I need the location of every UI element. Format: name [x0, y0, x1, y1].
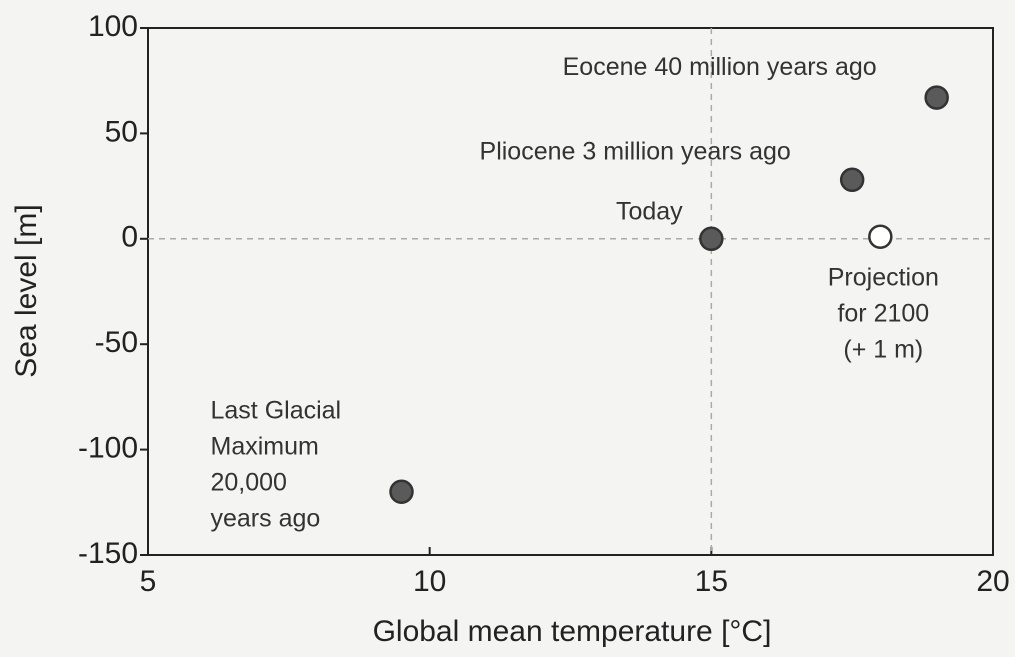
point	[924, 85, 949, 110]
annotation: years ago	[211, 504, 321, 532]
point	[699, 226, 724, 252]
annotation: Eocene 40 million years ago	[563, 53, 877, 81]
annotation: for 2100	[837, 299, 929, 327]
annotation: Pliocene 3 million years ago	[480, 137, 791, 165]
x-tick-label: 5	[140, 565, 157, 598]
point	[389, 479, 414, 505]
annotation: Last Glacial	[211, 396, 342, 424]
y-tick-label: -50	[95, 326, 138, 359]
annotation: Today	[616, 197, 683, 225]
point	[839, 167, 865, 193]
x-tick-label: 10	[413, 565, 446, 598]
y-tick-label: 0	[121, 221, 138, 254]
x-tick-label: 20	[976, 565, 1009, 598]
y-tick-label: 50	[105, 115, 138, 148]
x-axis-title: Global mean temperature [°C]	[373, 615, 772, 648]
y-tick-label: -150	[78, 537, 138, 570]
y-axis-title: Sea level [m]	[10, 204, 43, 377]
point	[868, 224, 893, 249]
y-tick-label: -100	[78, 432, 138, 465]
plot-frame	[147, 27, 994, 556]
annotation: (+ 1 m)	[843, 335, 923, 363]
annotation: 20,000	[211, 468, 287, 496]
annotation: Projection	[828, 263, 939, 291]
y-tick-label: 100	[88, 10, 138, 43]
annotation: Maximum	[211, 432, 319, 460]
x-tick-label: 15	[695, 565, 728, 598]
